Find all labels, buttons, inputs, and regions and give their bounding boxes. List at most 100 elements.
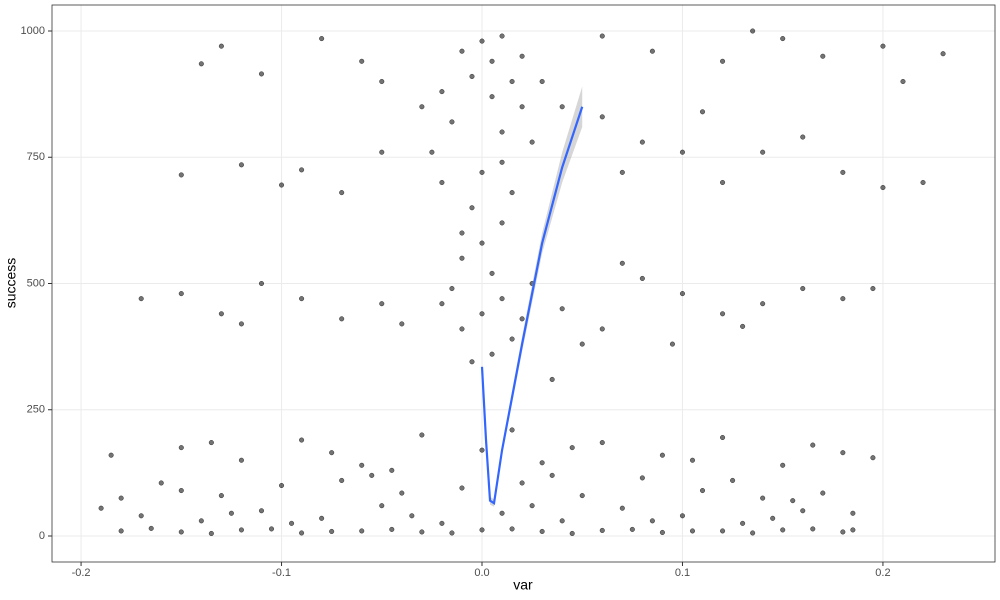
- x-tick-label: -0.2: [72, 567, 91, 579]
- point: [489, 94, 495, 100]
- point: [770, 515, 776, 521]
- point: [98, 505, 104, 511]
- point: [409, 513, 415, 519]
- point: [359, 462, 365, 468]
- point: [268, 526, 275, 532]
- point: [649, 518, 655, 524]
- point: [379, 78, 385, 85]
- point: [880, 185, 886, 191]
- point: [880, 43, 886, 49]
- point: [519, 480, 525, 486]
- point: [489, 351, 495, 357]
- point: [108, 452, 114, 458]
- point: [720, 528, 726, 534]
- point: [599, 33, 605, 39]
- point: [940, 51, 946, 57]
- y-tick-label: 750: [27, 151, 45, 163]
- point: [218, 311, 224, 317]
- point: [479, 447, 485, 453]
- point: [720, 434, 726, 441]
- x-tick-label: 0.0: [474, 567, 489, 579]
- point: [740, 520, 746, 526]
- point: [559, 518, 565, 524]
- point: [449, 530, 455, 536]
- point: [760, 495, 766, 501]
- point: [509, 336, 515, 342]
- point: [840, 296, 846, 302]
- point: [258, 508, 265, 514]
- point: [369, 472, 375, 478]
- point: [299, 530, 305, 536]
- point: [529, 139, 535, 145]
- point: [599, 114, 605, 120]
- point: [459, 48, 465, 54]
- point: [299, 437, 305, 443]
- point: [439, 301, 445, 307]
- point: [509, 427, 515, 433]
- point: [499, 159, 505, 165]
- point: [780, 527, 786, 533]
- point: [639, 275, 645, 282]
- y-tick-label: 1000: [21, 25, 45, 37]
- y-axis-title: success: [3, 258, 19, 309]
- point: [439, 520, 445, 526]
- point: [850, 527, 856, 533]
- point: [659, 529, 665, 536]
- point: [810, 526, 816, 532]
- point: [870, 455, 876, 461]
- point: [439, 179, 445, 186]
- point: [619, 260, 625, 266]
- point: [800, 508, 806, 514]
- point: [519, 53, 525, 59]
- point: [479, 38, 485, 44]
- point: [459, 230, 465, 236]
- point: [850, 510, 856, 516]
- point: [539, 78, 545, 85]
- x-tick-label: 0.1: [675, 567, 690, 579]
- smooth-line: [480, 106, 584, 505]
- x-tick-label: 0.2: [875, 567, 890, 579]
- point: [218, 493, 224, 499]
- point: [499, 129, 505, 135]
- point: [449, 119, 455, 125]
- point: [419, 104, 425, 110]
- point: [730, 477, 736, 483]
- point: [579, 493, 585, 499]
- point: [639, 475, 645, 481]
- point: [519, 316, 525, 322]
- point: [569, 445, 575, 451]
- point: [419, 432, 425, 438]
- grid: [52, 5, 995, 562]
- point: [559, 104, 565, 110]
- point: [389, 526, 395, 532]
- point: [148, 525, 154, 531]
- point: [479, 169, 485, 175]
- y-tick-label: 0: [39, 530, 45, 542]
- point: [720, 58, 726, 64]
- point: [820, 490, 826, 496]
- point: [339, 316, 345, 322]
- point: [218, 43, 224, 49]
- point: [679, 149, 686, 155]
- point: [389, 467, 395, 473]
- point: [599, 440, 605, 446]
- point: [479, 527, 485, 533]
- point: [720, 179, 726, 186]
- point: [820, 53, 826, 59]
- point: [449, 285, 455, 292]
- point: [278, 482, 285, 489]
- point: [238, 162, 244, 168]
- point: [539, 528, 545, 534]
- point: [479, 311, 485, 317]
- point: [459, 326, 465, 332]
- point: [469, 205, 475, 211]
- point: [228, 510, 234, 516]
- point: [750, 28, 756, 34]
- point: [208, 440, 214, 446]
- point: [549, 376, 555, 382]
- point: [679, 291, 686, 297]
- point: [509, 190, 515, 196]
- point: [238, 457, 244, 463]
- point: [479, 240, 485, 246]
